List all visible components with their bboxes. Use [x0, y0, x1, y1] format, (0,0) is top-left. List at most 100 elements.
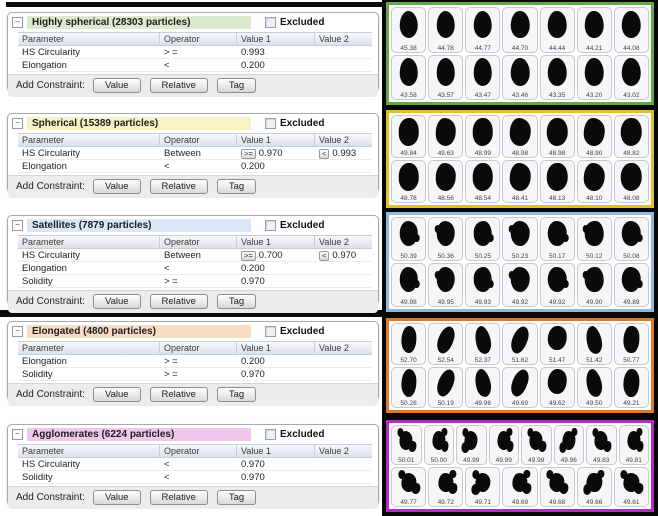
particle-tile[interactable]: 50.23 — [502, 217, 538, 261]
particle-tile[interactable]: 48.82 — [613, 115, 649, 158]
add-constraint-relative-button[interactable]: Relative — [149, 490, 208, 505]
add-constraint-tag-button[interactable]: Tag — [216, 490, 257, 505]
add-constraint-tag-button[interactable]: Tag — [216, 387, 257, 402]
particle-tile[interactable]: 49.96 — [465, 366, 501, 408]
particle-tile[interactable]: 49.98 — [391, 263, 427, 307]
particle-tile[interactable]: 49.99 — [456, 425, 487, 465]
column-header[interactable]: Operator — [160, 445, 237, 457]
particle-tile[interactable]: 48.99 — [465, 115, 501, 158]
particle-tile[interactable]: 49.63 — [428, 115, 464, 158]
add-constraint-tag-button[interactable]: Tag — [216, 294, 257, 309]
value1-cell[interactable]: 0.970 — [237, 459, 315, 470]
particle-tile[interactable]: 43.02 — [613, 54, 649, 100]
excluded-checkbox-group[interactable]: Excluded — [265, 118, 324, 129]
table-row[interactable]: Solidity <0.970 — [18, 471, 372, 484]
table-row[interactable]: Elongation > = 0.200 — [18, 355, 372, 368]
value1-cell[interactable]: >= 0.700 — [237, 250, 315, 261]
column-header[interactable]: Parameter — [18, 33, 160, 45]
particle-tile[interactable]: 51.62 — [502, 323, 538, 365]
particle-tile[interactable]: 52.54 — [428, 323, 464, 365]
add-constraint-value-button[interactable]: Value — [92, 490, 141, 505]
excluded-checkbox-group[interactable]: Excluded — [265, 326, 324, 337]
value1-cell[interactable]: 0.200 — [237, 263, 315, 274]
particle-tile[interactable]: 50.08 — [613, 217, 649, 261]
add-constraint-tag-button[interactable]: Tag — [216, 179, 257, 194]
table-row[interactable]: Elongation <0.200 — [18, 59, 372, 72]
table-row[interactable]: Solidity > = 0.970 — [18, 368, 372, 381]
particle-tile[interactable]: 48.98 — [539, 115, 575, 158]
particle-tile[interactable]: 51.47 — [539, 323, 575, 365]
column-header[interactable]: Parameter — [18, 236, 160, 248]
particle-tile[interactable]: 44.78 — [428, 7, 464, 53]
value2-cell[interactable]: <0.993 — [315, 148, 372, 159]
add-constraint-value-button[interactable]: Value — [92, 387, 141, 402]
table-row[interactable]: Elongation <0.200 — [18, 160, 372, 173]
excluded-checkbox[interactable] — [265, 429, 276, 440]
operator-dropdown[interactable]: >= — [241, 250, 256, 261]
add-constraint-value-button[interactable]: Value — [92, 294, 141, 309]
collapse-toggle-icon[interactable]: − — [12, 118, 23, 129]
column-header[interactable]: Value 1 — [237, 33, 315, 45]
particle-tile[interactable]: 45.38 — [391, 7, 427, 53]
value1-cell[interactable]: 0.970 — [237, 276, 315, 287]
particle-tile[interactable]: 43.57 — [428, 54, 464, 100]
particle-tile[interactable]: 44.21 — [576, 7, 612, 53]
particle-tile[interactable]: 49.90 — [576, 263, 612, 307]
column-header[interactable]: Operator — [160, 33, 237, 45]
table-row[interactable]: HS Circularity <0.970 — [18, 458, 372, 471]
column-header[interactable]: Operator — [160, 236, 237, 248]
particle-tile[interactable]: 49.92 — [502, 263, 538, 307]
column-header[interactable]: Operator — [160, 342, 237, 354]
excluded-checkbox-group[interactable]: Excluded — [265, 429, 324, 440]
particle-tile[interactable]: 43.46 — [502, 54, 538, 100]
excluded-checkbox[interactable] — [265, 17, 276, 28]
particle-tile[interactable]: 49.50 — [576, 366, 612, 408]
particle-tile[interactable]: 50.36 — [428, 217, 464, 261]
particle-tile[interactable]: 50.77 — [613, 323, 649, 365]
column-header[interactable]: Value 2 — [319, 237, 349, 247]
particle-tile[interactable]: 50.28 — [391, 366, 427, 408]
particle-tile[interactable]: 50.39 — [391, 217, 427, 261]
particle-tile[interactable]: 52.37 — [465, 323, 501, 365]
particle-tile[interactable]: 48.13 — [539, 160, 575, 203]
particle-tile[interactable]: 49.99 — [521, 425, 552, 465]
particle-tile[interactable]: 44.70 — [502, 7, 538, 53]
excluded-checkbox[interactable] — [265, 118, 276, 129]
particle-tile[interactable]: 43.35 — [539, 54, 575, 100]
value1-cell[interactable]: 0.970 — [237, 369, 315, 380]
particle-tile[interactable]: 48.56 — [428, 160, 464, 203]
particle-tile[interactable]: 49.99 — [488, 425, 519, 465]
excluded-checkbox[interactable] — [265, 326, 276, 337]
collapse-toggle-icon[interactable]: − — [12, 220, 23, 231]
particle-tile[interactable]: 43.47 — [465, 54, 501, 100]
operator-dropdown[interactable]: < — [319, 148, 330, 159]
value1-cell[interactable]: 0.970 — [237, 472, 315, 483]
particle-tile[interactable]: 48.90 — [576, 115, 612, 158]
particle-tile[interactable]: 49.92 — [539, 263, 575, 307]
column-header[interactable]: Value 2 — [319, 343, 349, 353]
add-constraint-relative-button[interactable]: Relative — [149, 78, 208, 93]
particle-tile[interactable]: 49.93 — [465, 263, 501, 307]
table-row[interactable]: HS Circularity Between >= 0.700 <0.970 — [18, 249, 372, 262]
particle-tile[interactable]: 51.42 — [576, 323, 612, 365]
particle-tile[interactable]: 49.77 — [391, 467, 427, 507]
particle-tile[interactable]: 52.70 — [391, 323, 427, 365]
particle-tile[interactable]: 49.95 — [428, 263, 464, 307]
operator-dropdown[interactable]: < — [319, 250, 330, 261]
value1-cell[interactable]: 0.200 — [237, 60, 315, 71]
particle-tile[interactable]: 48.08 — [613, 160, 649, 203]
column-header[interactable]: Parameter — [18, 342, 160, 354]
collapse-toggle-icon[interactable]: − — [12, 429, 23, 440]
particle-tile[interactable]: 49.61 — [613, 467, 649, 507]
add-constraint-relative-button[interactable]: Relative — [149, 294, 208, 309]
add-constraint-value-button[interactable]: Value — [92, 78, 141, 93]
particle-tile[interactable]: 49.69 — [502, 366, 538, 408]
column-header[interactable]: Value 1 — [237, 134, 315, 146]
particle-tile[interactable]: 50.17 — [539, 217, 575, 261]
table-row[interactable]: Elongation <0.200 — [18, 262, 372, 275]
column-header[interactable]: Parameter — [18, 134, 160, 146]
add-constraint-tag-button[interactable]: Tag — [216, 78, 257, 93]
particle-tile[interactable]: 49.66 — [576, 467, 612, 507]
particle-tile[interactable]: 48.54 — [465, 160, 501, 203]
add-constraint-value-button[interactable]: Value — [92, 179, 141, 194]
